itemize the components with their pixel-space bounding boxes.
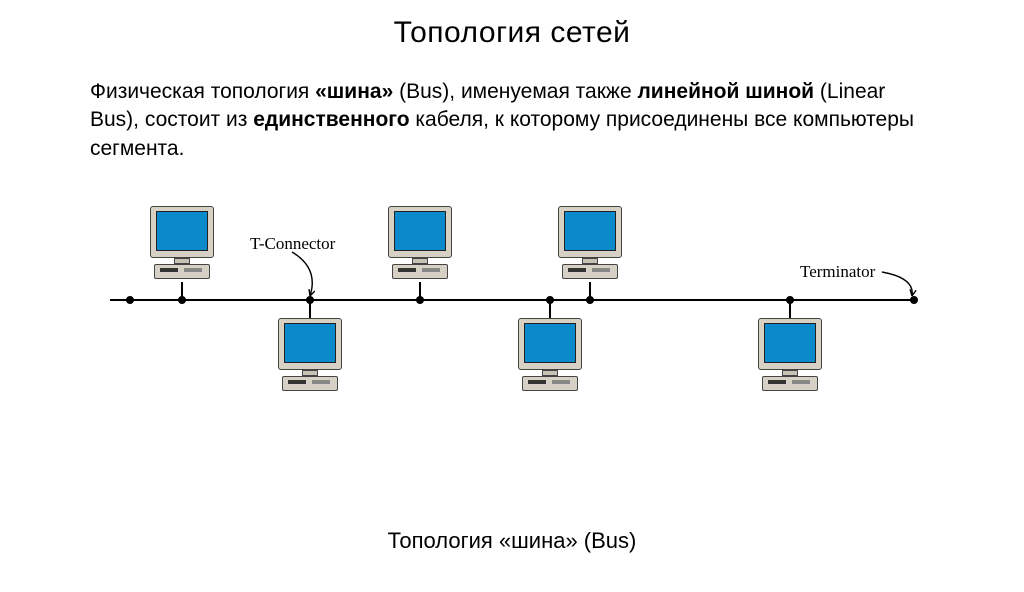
para-seg1: Физическая топология (90, 80, 315, 103)
diagram-caption: Топология «шина» (Bus) (0, 528, 1024, 554)
para-seg2: (Bus), именуемая также (393, 80, 637, 103)
page-title: Топология сетей (0, 16, 1024, 50)
para-bold1: «шина» (315, 80, 393, 103)
terminator-arrow (100, 206, 924, 466)
para-bold3: единственного (253, 108, 409, 131)
description-paragraph: Физическая топология «шина» (Bus), имену… (90, 78, 934, 163)
para-bold2: линейной шиной (637, 80, 814, 103)
bus-topology-diagram: T-ConnectorTerminator (100, 206, 924, 466)
